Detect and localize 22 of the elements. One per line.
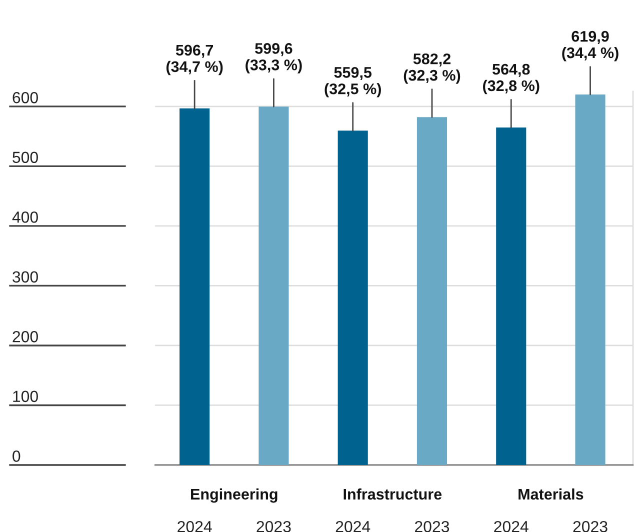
x-tick-label: 2024 (336, 520, 370, 532)
y-tick-label: 200 (12, 331, 38, 342)
y-tick-label: 500 (12, 152, 38, 164)
data-label: 619,9 (34,4 %) (562, 30, 618, 62)
x-tick-label: 2024 (494, 520, 528, 532)
x-tick-label: 2023 (256, 520, 291, 532)
y-tick-label: 100 (13, 390, 38, 402)
y-tick-label: 400 (12, 211, 38, 223)
data-label: 582,2 (32,3 %) (404, 53, 460, 84)
text: Infrastructure (344, 488, 442, 500)
y-tick-label: 0 (12, 450, 20, 462)
y-tick-label: 300 (12, 271, 38, 283)
x-tick-label: 2023 (573, 520, 608, 532)
y-tick-label: 600 (12, 92, 38, 104)
data-label: 559,5 (32,5 %) (324, 67, 381, 98)
data-label: 599,6 (33,3 %) (246, 43, 302, 74)
text: Engineering (191, 488, 278, 503)
data-label: 596,7 (34,7 %) (166, 44, 223, 76)
text: Materials (518, 488, 584, 500)
x-tick-label: 2023 (415, 520, 450, 532)
x-tick-label: 2024 (178, 520, 212, 532)
data-label: 564,8 (32,8 %) (483, 64, 540, 94)
